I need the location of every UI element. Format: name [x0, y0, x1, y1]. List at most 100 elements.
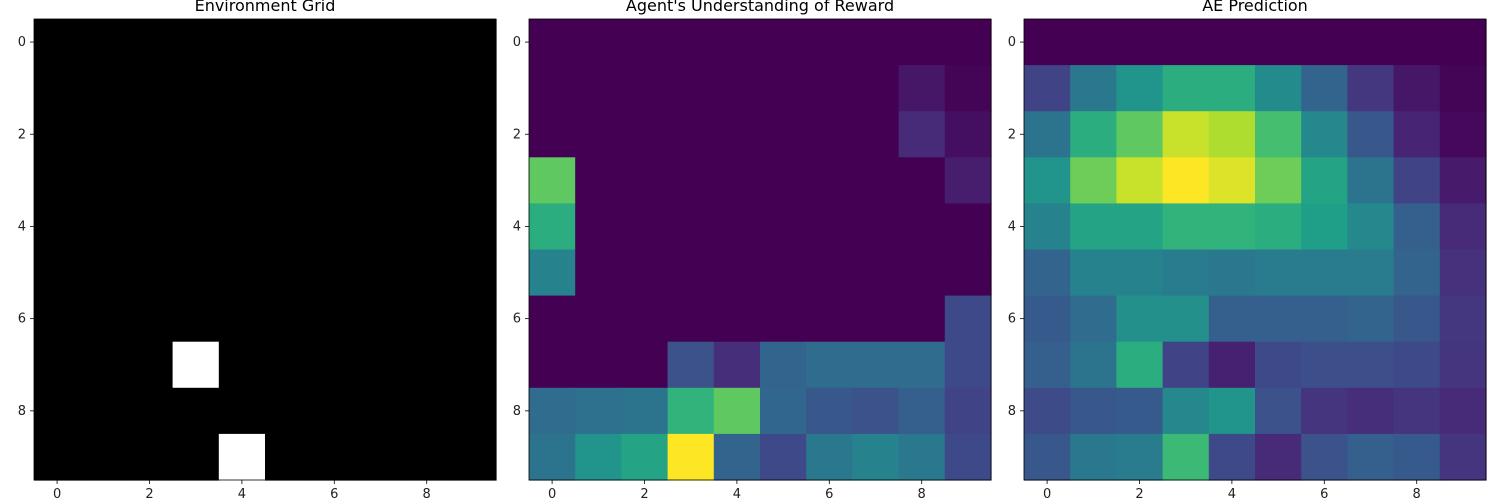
heatmap-cell — [852, 295, 900, 343]
heatmap-cell — [529, 249, 576, 297]
heatmap-cell — [852, 65, 900, 112]
heatmap-cell — [713, 19, 761, 66]
heatmap-cell — [713, 249, 761, 297]
heatmap-cell — [944, 65, 992, 112]
heatmap-cell — [311, 433, 358, 481]
y-tick-label: 2 — [1008, 127, 1016, 142]
heatmap-cell — [1070, 249, 1117, 297]
heatmap-cell — [172, 295, 220, 343]
heatmap-cell — [403, 249, 451, 297]
heatmap-cell — [713, 203, 761, 251]
heatmap-cell — [1255, 203, 1302, 251]
heatmap-cell — [172, 157, 220, 204]
heatmap-cell — [713, 157, 761, 204]
x-tick-label: 2 — [640, 487, 648, 500]
heatmap-cell — [1208, 19, 1256, 66]
x-tick-label: 4 — [238, 487, 246, 500]
heatmap-cell — [403, 19, 451, 66]
heatmap-cell — [1301, 433, 1348, 481]
heatmap-cell — [357, 295, 405, 343]
heatmap-cell — [80, 295, 127, 343]
heatmap-cell — [852, 433, 900, 481]
heatmap-cell — [898, 249, 946, 297]
heatmap-cell — [34, 65, 81, 112]
heatmap-cell — [1208, 157, 1256, 204]
heatmap-cell — [172, 433, 220, 481]
heatmap-cell — [667, 433, 715, 481]
heatmap-cell — [760, 65, 807, 112]
heatmap-cell — [1439, 157, 1487, 204]
heatmap-cell — [80, 157, 127, 204]
heatmap-cell — [126, 387, 174, 435]
heatmap-cell — [1024, 249, 1071, 297]
heatmap-cell — [1024, 19, 1071, 66]
heatmap-cell — [1162, 65, 1210, 112]
heatmap-cell — [1162, 19, 1210, 66]
heatmap-cell — [1162, 295, 1210, 343]
heatmap-cell — [1347, 203, 1395, 251]
heatmap-cell — [1347, 157, 1395, 204]
heatmap-cell — [1347, 295, 1395, 343]
heatmap-cell — [126, 249, 174, 297]
heatmap-cell — [529, 387, 576, 435]
heatmap-cell — [621, 341, 669, 389]
heatmap-cell — [713, 65, 761, 112]
heatmap-cell — [1162, 249, 1210, 297]
heatmap-cell — [449, 295, 497, 343]
heatmap-cell — [265, 295, 312, 343]
heatmap-cell — [1255, 295, 1302, 343]
heatmap-cell — [1255, 249, 1302, 297]
heatmap-cell — [529, 203, 576, 251]
y-tick-label: 0 — [18, 35, 26, 50]
heatmap-cell — [1255, 433, 1302, 481]
heatmap-cell — [357, 341, 405, 389]
heatmap-cell — [944, 203, 992, 251]
heatmap-cell — [80, 249, 127, 297]
heatmap-cell — [357, 203, 405, 251]
y-tick-label: 4 — [513, 219, 521, 234]
heatmap-cell — [1070, 433, 1117, 481]
heatmap-cell — [1439, 65, 1487, 112]
heatmap-cell — [529, 19, 576, 66]
heatmap-cell — [667, 387, 715, 435]
heatmap-cell — [667, 111, 715, 158]
heatmap-cell — [621, 203, 669, 251]
heatmap-cell — [403, 341, 451, 389]
heatmap-cell — [575, 341, 622, 389]
heatmap-cell — [449, 387, 497, 435]
heatmap-cell — [1393, 157, 1441, 204]
heatmap-cell — [34, 433, 81, 481]
heatmap-cell — [852, 387, 900, 435]
heatmap-cell — [218, 433, 266, 481]
heatmap-cell — [1162, 433, 1210, 481]
heatmap-cell — [126, 111, 174, 158]
heatmap-cell — [575, 65, 622, 112]
heatmap-cell — [667, 249, 715, 297]
heatmap-cell — [1301, 249, 1348, 297]
heatmap-cell — [1255, 65, 1302, 112]
heatmap-cell — [806, 111, 853, 158]
axes-frame — [528, 18, 992, 481]
heatmap-cell — [34, 19, 81, 66]
heatmap-cell — [126, 433, 174, 481]
heatmap-panel-3: AE Prediction 0 2 4 6 8 0 2 4 6 8 — [1008, 0, 1487, 500]
heatmap-cell — [311, 65, 358, 112]
heatmap-cell — [172, 249, 220, 297]
heatmap-cell — [218, 341, 266, 389]
heatmap-cell — [1024, 65, 1071, 112]
heatmap-cell — [1439, 387, 1487, 435]
heatmap-cell — [1116, 249, 1164, 297]
heatmap-cell — [898, 433, 946, 481]
heatmap-cell — [218, 203, 266, 251]
heatmap-cell — [1024, 341, 1071, 389]
y-tick-label: 2 — [513, 127, 521, 142]
heatmap-cell — [218, 249, 266, 297]
heatmap-cell — [806, 65, 853, 112]
heatmap-cell — [1024, 387, 1071, 435]
y-tick-label: 6 — [18, 312, 26, 327]
heatmap-cell — [1439, 203, 1487, 251]
heatmap-cell — [1208, 433, 1256, 481]
heatmap-cell — [529, 295, 576, 343]
heatmap-cell — [1116, 433, 1164, 481]
heatmap-cell — [575, 433, 622, 481]
